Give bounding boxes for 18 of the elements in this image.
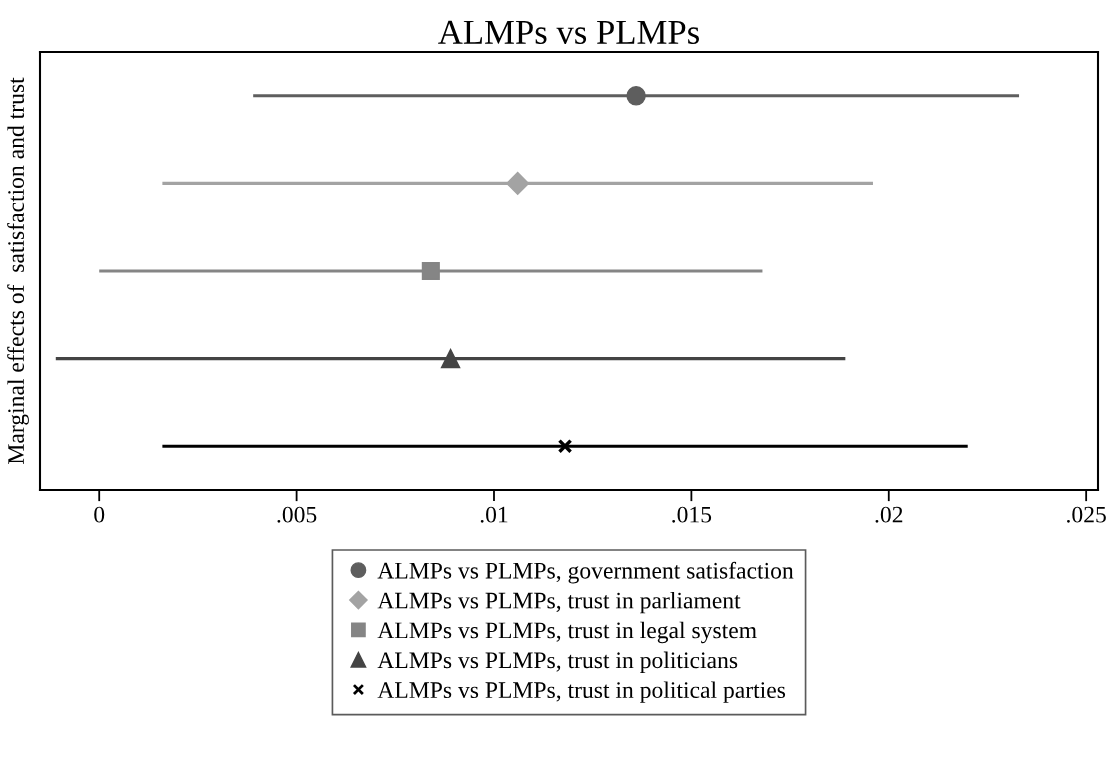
point — [626, 86, 646, 106]
x-tick-label: .025 — [1067, 506, 1106, 523]
point — [440, 348, 461, 369]
legend-label: ALMPs vs PLMPs, trust in legal system — [377, 621, 757, 644]
chart-title: ALMPs vs PLMPs — [438, 20, 699, 45]
x-tick-label: 0 — [94, 506, 105, 523]
x-tick-label: .005 — [277, 506, 317, 523]
legend-label: ALMPs vs PLMPs, trust in political parties — [377, 681, 786, 703]
legend-label: ALMPs vs PLMPs, government satisfaction — [377, 561, 794, 584]
point — [421, 261, 440, 281]
x-tick-label: .02 — [875, 506, 903, 523]
point — [557, 438, 573, 454]
legend-label: ALMPs vs PLMPs, trust in politicians — [377, 651, 738, 674]
x-tick-label: .015 — [672, 506, 712, 523]
legend-label: ALMPs vs PLMPs, trust in parliament — [377, 591, 741, 614]
point — [506, 171, 530, 195]
x-tick-label: .01 — [480, 506, 508, 523]
y-axis-title: Marginal effects of satisfaction and trust — [7, 77, 29, 464]
